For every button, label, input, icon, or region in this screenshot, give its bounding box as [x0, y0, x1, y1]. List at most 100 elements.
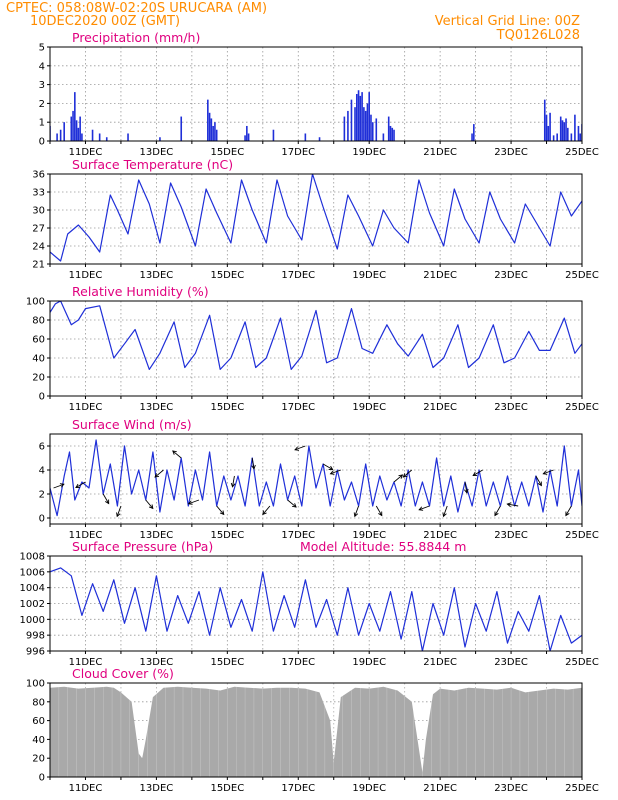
temperature-panel: Surface Temperature (nC) 21 24 27 30 33 36 11DE… [32, 157, 599, 281]
wind-title: Surface Wind (m/s) [72, 417, 192, 432]
precip-bar [366, 103, 369, 141]
precip-bar [72, 110, 74, 141]
precip-ytick-label: 2 [39, 99, 45, 110]
temp-xtick-label: 15DEC [210, 270, 244, 281]
wind-arrow [494, 505, 501, 516]
temp-title: Surface Temperature (nC) [72, 157, 233, 172]
precip-bar [473, 124, 475, 141]
pres-xtick-label: 19DEC [352, 657, 386, 668]
pres-ytick-label: 1008 [20, 552, 45, 563]
precip-bar [91, 129, 94, 141]
precip-bar [359, 95, 362, 141]
rh-ytick-label: 0 [39, 392, 45, 403]
rh-xtick-label: 23DEC [494, 402, 528, 413]
wind-arrow [543, 469, 554, 475]
header-station-line: CPTEC: 058:08W-02:20S URUCARA (AM) [6, 1, 267, 16]
wind-arrow [375, 505, 383, 516]
pres-xtick-label: 13DEC [140, 657, 174, 668]
precip-ytick-label: 5 [39, 43, 45, 54]
precip-bar [70, 116, 73, 141]
rh-ytick-label: 20 [32, 373, 45, 384]
cloud-ytick-label: 100 [26, 679, 45, 690]
pres-xtick-label: 25DEC [565, 657, 599, 668]
precip-bar [318, 137, 321, 141]
wind-xtick-label: 23DEC [494, 530, 528, 541]
precip-bar [370, 114, 372, 141]
precip-bar [387, 116, 390, 141]
wind-arrow [507, 503, 519, 507]
precip-bar [391, 127, 394, 141]
rh-xtick-label: 25DEC [565, 402, 599, 413]
temp-line [50, 174, 582, 262]
precip-bar [354, 107, 356, 141]
wind-arrow [535, 475, 542, 486]
temp-ytick-label: 30 [32, 206, 45, 217]
pres-xtick-label: 23DEC [494, 657, 528, 668]
temp-xtick-label: 13DEC [140, 270, 174, 281]
wind-arrow [565, 505, 572, 516]
wind-arrow [330, 469, 341, 475]
wind-ytick-label: 6 [39, 442, 45, 453]
pres-line [50, 567, 582, 651]
rh-series [50, 301, 582, 370]
precip-xtick-label: 13DEC [140, 147, 174, 158]
wind-xtick-label: 13DEC [140, 530, 174, 541]
precip-bar [361, 92, 363, 141]
precip-bar [210, 118, 213, 141]
precip-bar [355, 94, 358, 141]
temp-ytick-label: 24 [32, 242, 45, 253]
precip-bar [59, 129, 62, 141]
wind-arrow [75, 481, 86, 488]
precip-xtick-label: 25DEC [565, 147, 599, 158]
precip-bar [364, 110, 367, 141]
precip-bar [561, 120, 564, 141]
wind-panel: Surface Wind (m/s) 0 2 4 6 11DEC 13DEC 15DEC 17D… [39, 417, 599, 541]
wind-series [50, 439, 582, 517]
wind-arrow [53, 483, 65, 489]
cloud-title: Cloud Cover (%) [72, 666, 174, 681]
precip-bar [579, 133, 582, 141]
cloud-xtick-label: 11DEC [69, 783, 103, 794]
pres-ytick-label: 1002 [20, 599, 45, 610]
cloud-ytick-label: 0 [39, 773, 45, 784]
precip-bar [98, 133, 101, 141]
precip-bar [368, 92, 370, 141]
precip-bar [246, 125, 248, 141]
precip-bar [393, 129, 395, 141]
precip-bar [570, 133, 573, 141]
precip-title: Precipitation (mm/h) [72, 30, 200, 45]
precip-bar [347, 110, 349, 141]
precip-xtick-label: 17DEC [281, 147, 315, 158]
precip-bar [272, 129, 275, 141]
precip-bar [159, 137, 161, 141]
wind-arrow [232, 475, 235, 487]
pres-ytick-label: 998 [26, 631, 45, 642]
rh-line [50, 301, 582, 370]
precip-bar [567, 127, 569, 141]
precip-bar [552, 135, 555, 141]
wind-arrow [154, 469, 164, 478]
cloud-xtick-label: 21DEC [423, 783, 457, 794]
precip-xtick-label: 11DEC [69, 147, 103, 158]
precip-bar [559, 116, 562, 141]
precip-bar [389, 125, 392, 141]
wind-xtick-label: 15DEC [210, 530, 244, 541]
temp-xtick-label: 17DEC [281, 270, 315, 281]
temp-xtick-label: 21DEC [423, 270, 457, 281]
wind-arrow [102, 493, 110, 504]
cloud-xtick-label: 19DEC [352, 783, 386, 794]
rh-frame [49, 300, 583, 397]
pres-xtick-label: 15DEC [210, 657, 244, 668]
wind-arrow [188, 499, 200, 505]
wind-arrow [287, 499, 297, 508]
rh-ytick-label: 80 [32, 316, 45, 327]
precip-bar [63, 122, 65, 141]
precip-bar [382, 133, 385, 141]
precip-xtick-label: 19DEC [352, 147, 386, 158]
wind-xtick-label: 25DEC [565, 530, 599, 541]
wind-arrow [419, 505, 430, 511]
wind-arrow [464, 481, 468, 493]
cloud-cover-panel: Cloud Cover (%) 0 20 40 60 80 100 11DEC 13DEC 15D… [26, 666, 599, 794]
header-grid-note: Vertical Grid Line: 00Z [435, 14, 580, 29]
precip-bar [304, 133, 307, 141]
